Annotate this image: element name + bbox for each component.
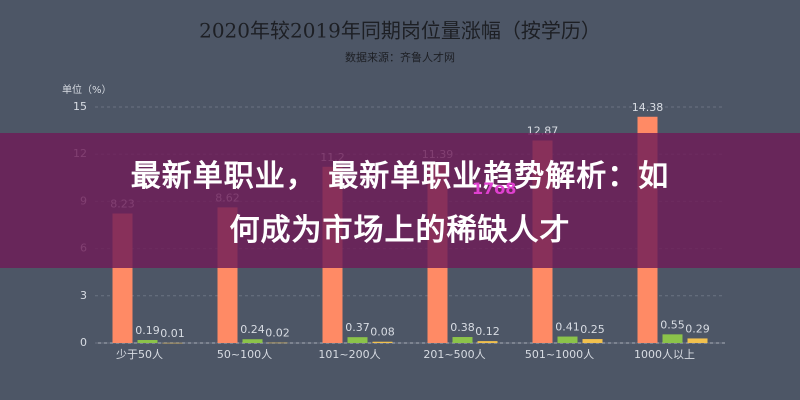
value-label: 0.25 [580, 323, 605, 336]
y-axis-label: 单位（%） [62, 83, 112, 96]
value-label: 0.01 [160, 327, 185, 340]
value-label: 0.37 [345, 321, 370, 334]
x-tick-label: 少于50人 [116, 348, 163, 361]
bar [452, 337, 473, 343]
bar [162, 342, 183, 344]
y-tick-label: 3 [80, 289, 87, 302]
banner-line: 何成为市场上的稀缺人才 [229, 213, 571, 248]
value-label: 0.19 [135, 324, 160, 337]
x-tick-label: 50~100人 [217, 348, 272, 361]
y-tick-label: 0 [80, 336, 87, 349]
x-tick-label: 201~500人 [423, 348, 485, 361]
bar [347, 337, 368, 343]
chart-subtitle: 数据来源：齐鲁人才网 [345, 50, 455, 64]
value-label: 0.29 [685, 322, 710, 335]
value-label: 0.08 [370, 326, 395, 339]
bar [267, 342, 288, 344]
bar [557, 336, 578, 343]
bar [242, 339, 263, 343]
y-tick-label: 15 [73, 100, 87, 113]
watermark: 17o8 [472, 179, 517, 198]
banner: 最新单职业， 最新单职业趋势解析：如 何成为市场上的稀缺人才 17o8 [0, 133, 800, 268]
bar [662, 334, 683, 343]
banner-line: 最新单职业， 最新单职业趋势解析：如 [130, 159, 670, 194]
value-label: 0.41 [555, 321, 580, 334]
x-tick-label: 1000人以上 [634, 348, 695, 361]
bar [137, 340, 158, 343]
value-label: 0.38 [450, 321, 475, 334]
value-label: 0.24 [240, 323, 265, 336]
value-label: 0.12 [475, 325, 500, 338]
value-label: 0.02 [265, 327, 290, 340]
bar [582, 339, 603, 343]
bar [687, 338, 708, 343]
value-label: 0.55 [660, 318, 685, 331]
bar [477, 341, 498, 343]
value-label: 14.38 [632, 101, 664, 114]
bar [372, 341, 393, 343]
x-tick-label: 101~200人 [318, 348, 380, 361]
chart-title: 2020年较2019年同期岗位量涨幅（按学历） [199, 19, 601, 43]
x-tick-label: 501~1000人 [525, 348, 594, 361]
